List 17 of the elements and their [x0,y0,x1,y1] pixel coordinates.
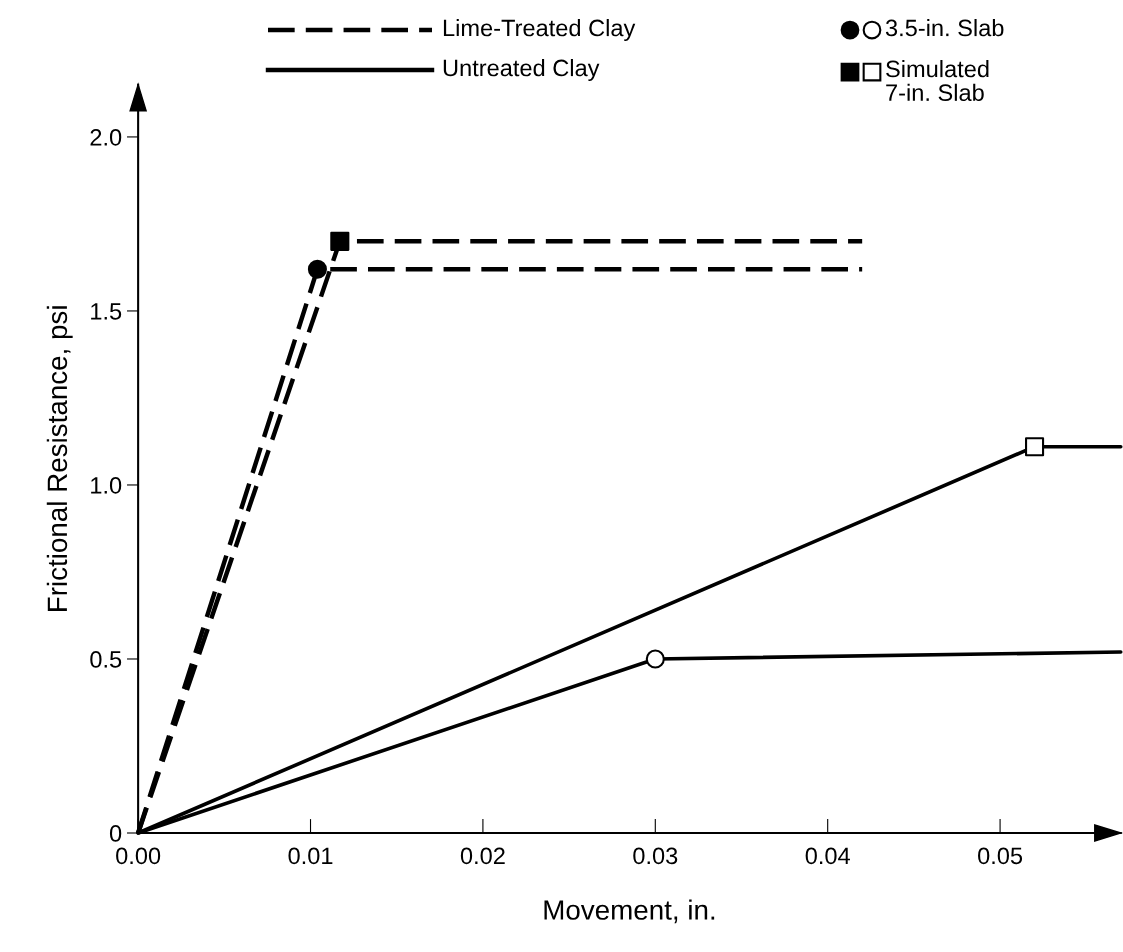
y-tick-label: 1.5 [91,303,122,320]
x-tick-label: 0.03 [633,847,678,865]
y-tick-label: 0.5 [90,651,122,668]
annotation: Simulated 7-in. Slab [886,60,989,102]
x-tick-label: 0.01 [288,847,333,865]
y-tick-label: 1.0 [91,477,122,494]
text: 3.5-in. Slab [885,19,1004,37]
text: Lime-Treated Clay [443,19,636,41]
y-tick-label: 2.0 [90,129,122,146]
x-axis-title: Movement, in. [544,899,715,924]
text: Untreated Clay [443,59,600,81]
y-axis-title: Frictional Resistance, psi [46,306,73,611]
x-tick-label: 0.00 [116,847,161,865]
x-tick-label: 0.02 [460,847,505,865]
x-tick-label: 0.04 [805,847,850,865]
y-tick-label: 0 [109,825,122,842]
x-tick-label: 0.05 [978,847,1023,865]
